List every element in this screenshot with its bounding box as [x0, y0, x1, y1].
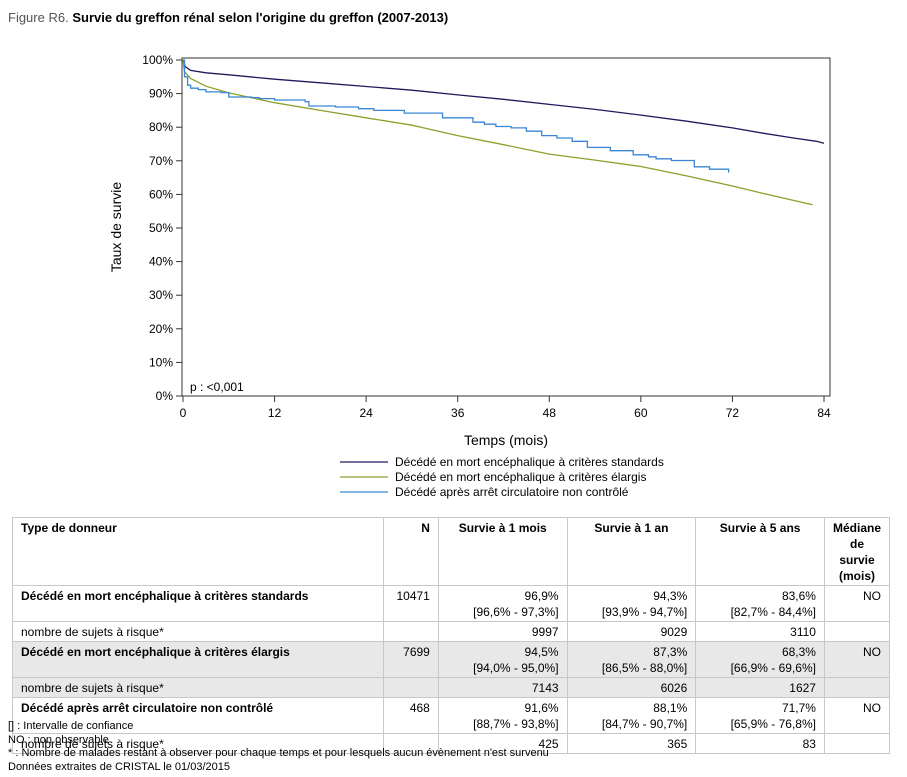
n-cell: [382, 677, 439, 698]
at-risk-value-cell: 7143: [437, 677, 568, 698]
figure-label: Figure R6.: [8, 10, 69, 25]
col-header-n: N: [382, 517, 439, 586]
p-value-annotation: p : <0,001: [190, 380, 244, 394]
n-cell: [382, 621, 439, 642]
x-tick-label: 0: [180, 406, 187, 420]
footnote-not-observable: NO : non observable: [8, 733, 109, 746]
donor-type-cell: Décédé après arrêt circulatoire non cont…: [12, 697, 384, 734]
survival-5-years-cell: 83,6% [82,7% - 84,4%]: [695, 585, 825, 622]
series-line-2: [182, 59, 813, 206]
at-risk-value-cell: 83: [695, 733, 825, 754]
n-cell: 10471: [382, 585, 439, 622]
series-line-1: [182, 59, 825, 144]
x-tick-label: 72: [726, 406, 740, 420]
x-tick-label: 24: [359, 406, 373, 420]
col-header-donor-type: Type de donneur: [12, 517, 384, 586]
y-tick-label: 30%: [149, 288, 173, 302]
y-tick-label: 60%: [149, 187, 173, 201]
survival-table: Type de donneur N Survie à 1 mois Survie…: [12, 517, 891, 754]
at-risk-value-cell: 365: [566, 733, 697, 754]
legend-entry: Décédé après arrêt circulatoire non cont…: [395, 485, 629, 499]
y-tick-label: 10%: [149, 355, 173, 369]
footnotes: [] : Intervalle de confiance NO : non ob…: [8, 720, 549, 774]
n-cell: 7699: [382, 641, 439, 678]
y-tick-label: 100%: [142, 53, 173, 67]
col-header-survival-1-year: Survie à 1 an: [566, 517, 697, 586]
median-survival-cell: NO: [823, 585, 891, 622]
figure-title: Figure R6. Survie du greffon rénal selon…: [8, 10, 448, 25]
figure-title-text: Survie du greffon rénal selon l'origine …: [72, 10, 449, 25]
survival-1-month-cell: 96,9% [96,6% - 97,3%]: [437, 585, 568, 622]
median-survival-cell: [823, 621, 891, 642]
y-tick-label: 70%: [149, 154, 173, 168]
x-axis: 0 12 24 36 48 60 72 84: [180, 396, 831, 420]
survival-1-year-cell: 87,3% [86,5% - 88,0%]: [566, 641, 697, 678]
table-row: Décédé en mort encéphalique à critères é…: [12, 641, 891, 678]
x-tick-label: 36: [451, 406, 465, 420]
at-risk-value-cell: 425: [437, 733, 568, 754]
footnote-data-source: Données extraites de CRISTAL le 01/03/20…: [8, 760, 230, 773]
table-row-at-risk: nombre de sujets à risque* 7143 6026 1627: [12, 677, 891, 698]
at-risk-value-cell: 3110: [695, 621, 825, 642]
at-risk-value-cell: 9029: [566, 621, 697, 642]
n-cell: 468: [382, 697, 439, 734]
col-header-survival-5-years: Survie à 5 ans: [695, 517, 825, 586]
table-row-at-risk: nombre de sujets à risque* 425 365 83: [12, 733, 891, 754]
series-line-3: [183, 59, 730, 173]
at-risk-value-cell: 6026: [566, 677, 697, 698]
legend-entry: Décédé en mort encéphalique à critères s…: [395, 455, 664, 469]
x-tick-label: 48: [543, 406, 557, 420]
donor-type-cell: Décédé en mort encéphalique à critères s…: [12, 585, 384, 622]
at-risk-value-cell: 1627: [695, 677, 825, 698]
x-tick-label: 60: [634, 406, 648, 420]
at-risk-label-cell: nombre de sujets à risque*: [12, 733, 384, 754]
y-tick-label: 90%: [149, 87, 173, 101]
survival-5-years-cell: 71,7% [65,9% - 76,8%]: [695, 697, 825, 734]
median-survival-cell: [823, 677, 891, 698]
at-risk-value-cell: 9997: [437, 621, 568, 642]
y-tick-label: 20%: [149, 322, 173, 336]
y-axis-label: Taux de survie: [108, 182, 124, 272]
at-risk-label-cell: nombre de sujets à risque*: [12, 677, 384, 698]
col-header-median-survival: Médiane de survie (mois): [823, 517, 891, 586]
at-risk-label-cell: nombre de sujets à risque*: [12, 621, 384, 642]
table-row: Décédé après arrêt circulatoire non cont…: [12, 697, 891, 734]
table-row: Décédé en mort encéphalique à critères s…: [12, 585, 891, 622]
legend-entry: Décédé en mort encéphalique à critères é…: [395, 470, 646, 484]
survival-5-years-cell: 68,3% [66,9% - 69,6%]: [695, 641, 825, 678]
median-survival-cell: NO: [823, 641, 891, 678]
survival-1-year-cell: 88,1% [84,7% - 90,7%]: [566, 697, 697, 734]
x-tick-label: 84: [817, 406, 831, 420]
table-header-row: Type de donneur N Survie à 1 mois Survie…: [12, 517, 891, 586]
y-tick-label: 40%: [149, 255, 173, 269]
survival-1-month-cell: 94,5% [94,0% - 95,0%]: [437, 641, 568, 678]
y-tick-label: 0%: [156, 389, 174, 403]
col-header-survival-1-month: Survie à 1 mois: [437, 517, 568, 586]
survival-chart: 0% 10% 20% 30% 40% 50% 60% 70% 80% 90% 100% 0 12 24 3…: [108, 53, 831, 499]
series-lines: [182, 59, 825, 206]
median-survival-cell: [823, 733, 891, 754]
x-axis-label: Temps (mois): [464, 432, 548, 448]
plot-frame: [181, 57, 831, 397]
y-tick-label: 50%: [149, 221, 173, 235]
x-tick-label: 12: [268, 406, 282, 420]
footnote-at-risk: * : Nombre de malades restant à observer…: [8, 747, 549, 759]
y-tick-label: 80%: [149, 120, 173, 134]
donor-type-cell: Décédé en mort encéphalique à critères é…: [12, 641, 384, 678]
table-row-at-risk: nombre de sujets à risque* 9997 9029 3110: [12, 621, 891, 642]
median-survival-cell: NO: [823, 697, 891, 734]
survival-1-year-cell: 94,3% [93,9% - 94,7%]: [566, 585, 697, 622]
legend: Décédé en mort encéphalique à critères s…: [340, 455, 664, 499]
y-axis: 0% 10% 20% 30% 40% 50% 60% 70% 80% 90% 100%: [142, 53, 182, 403]
n-cell: [382, 733, 439, 754]
footnote-confidence-interval: [] : Intervalle de confiance: [8, 720, 134, 732]
